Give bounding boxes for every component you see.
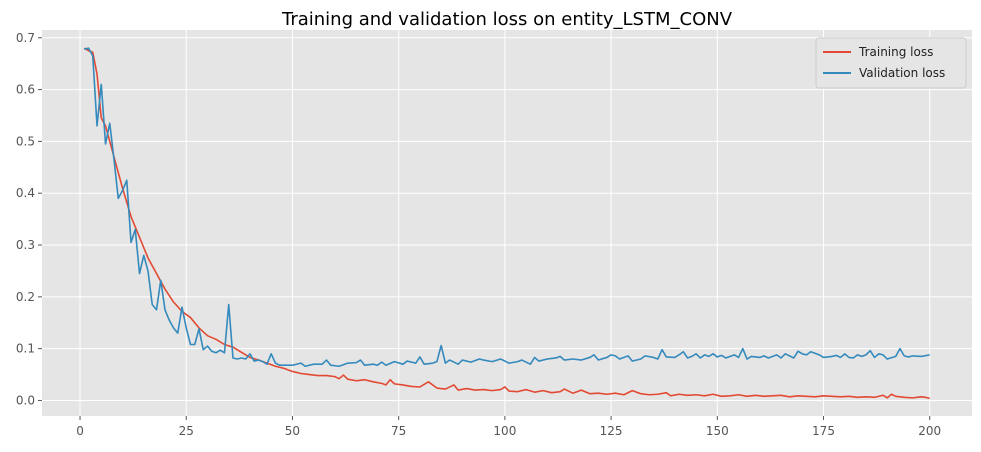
- series-group: [83, 47, 930, 400]
- y-tick-label: 0.0: [16, 393, 35, 407]
- plot-background: [42, 30, 972, 416]
- legend-label-validation: Validation loss: [859, 66, 945, 80]
- y-tick-label: 0.7: [16, 31, 35, 45]
- legend-label-training: Training loss: [858, 45, 933, 59]
- y-tick-label: 0.2: [16, 290, 35, 304]
- y-tick-label: 0.4: [16, 186, 35, 200]
- x-tick-label: 125: [600, 424, 623, 438]
- x-tick-label: 25: [179, 424, 194, 438]
- x-tick-label: 200: [918, 424, 941, 438]
- y-axis-ticks: 0.0 0.1 0.2 0.3 0.4 0.5 0.6 0.7: [16, 31, 42, 407]
- x-axis-ticks: 0 25 50 75 100 125 150 175 200: [76, 416, 941, 438]
- chart-title: Training and validation loss on entity_L…: [281, 9, 733, 30]
- x-tick-label: 0: [76, 424, 84, 438]
- x-tick-label: 50: [285, 424, 300, 438]
- legend-box: [815, 37, 967, 89]
- grid: [42, 30, 972, 416]
- series-line-training-loss: [83, 47, 930, 400]
- x-tick-label: 75: [391, 424, 406, 438]
- x-tick-label: 150: [706, 424, 729, 438]
- y-tick-label: 0.1: [16, 342, 35, 356]
- y-tick-label: 0.3: [16, 238, 35, 252]
- y-tick-label: 0.5: [16, 134, 35, 148]
- series-line-validation-loss: [84, 47, 930, 368]
- legend: Training loss Validation loss: [815, 37, 967, 89]
- x-tick-label: 175: [812, 424, 835, 438]
- x-tick-label: 100: [493, 424, 516, 438]
- y-tick-label: 0.6: [16, 83, 35, 97]
